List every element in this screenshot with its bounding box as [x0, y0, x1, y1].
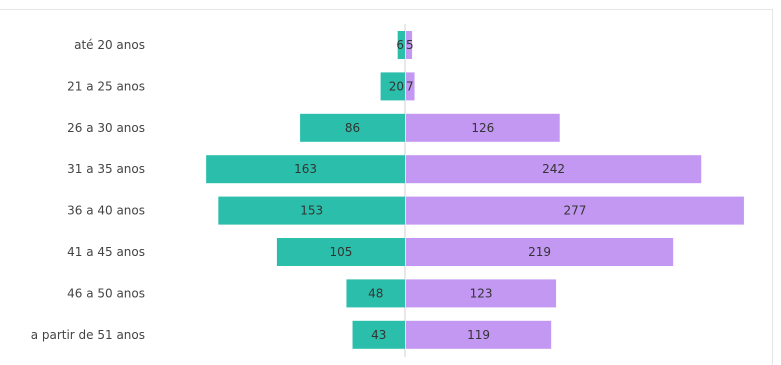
bar-left[interactable]: [218, 196, 405, 225]
bar-right[interactable]: [406, 113, 560, 142]
bar-left[interactable]: [206, 155, 405, 184]
value-label-left: 20: [389, 79, 404, 93]
bar-left[interactable]: [300, 113, 405, 142]
bar-right[interactable]: [406, 155, 702, 184]
category-label: 41 a 45 anos: [67, 245, 145, 259]
value-label-left: 43: [371, 328, 386, 342]
value-label-left: 48: [368, 286, 383, 300]
chart-right-border: [772, 9, 773, 365]
category-label: 46 a 50 anos: [67, 286, 145, 300]
value-label-right: 277: [564, 204, 587, 218]
bar-right[interactable]: [406, 196, 744, 225]
chart-top-border: [0, 9, 773, 10]
bar-right[interactable]: [406, 279, 557, 308]
bar-right[interactable]: [406, 72, 415, 101]
category-label: 21 a 25 anos: [67, 79, 145, 93]
bar-left[interactable]: [276, 238, 405, 266]
bar-left[interactable]: [380, 72, 405, 101]
value-label-left: 86: [345, 121, 360, 135]
value-label-right: 5: [406, 38, 414, 52]
value-label-left: 153: [300, 204, 323, 218]
value-label-right: 123: [470, 286, 493, 300]
category-label: 26 a 30 anos: [67, 121, 145, 135]
value-label-right: 119: [467, 328, 490, 342]
value-label-left: 163: [294, 162, 317, 176]
bar-left[interactable]: [397, 31, 405, 59]
value-label-right: 219: [528, 245, 551, 259]
value-label-right: 126: [471, 121, 494, 135]
bar-left[interactable]: [352, 320, 405, 349]
category-label: 36 a 40 anos: [67, 204, 145, 218]
category-label: 31 a 35 anos: [67, 162, 145, 176]
bar-right[interactable]: [406, 31, 413, 59]
bar-right[interactable]: [406, 238, 674, 266]
bar-right[interactable]: [406, 320, 552, 349]
category-label: a partir de 51 anos: [31, 328, 145, 342]
category-label: até 20 anos: [74, 38, 145, 52]
bar-left[interactable]: [346, 279, 405, 308]
value-label-right: 242: [542, 162, 565, 176]
value-label-right: 7: [406, 79, 414, 93]
value-label-left: 6: [396, 38, 404, 52]
value-label-left: 105: [329, 245, 352, 259]
